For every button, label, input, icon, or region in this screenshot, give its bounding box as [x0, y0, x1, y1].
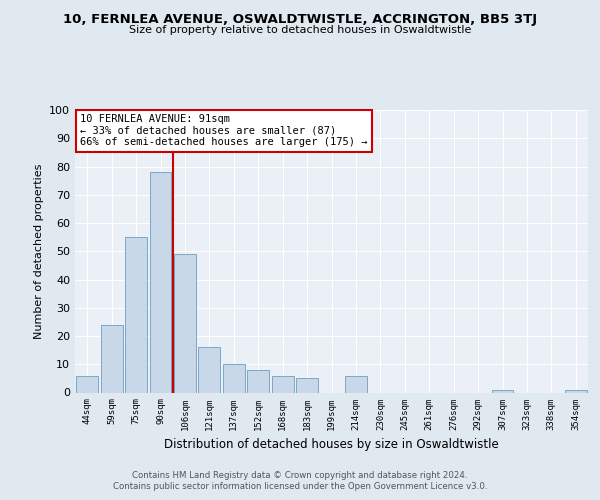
Bar [272, 376, 293, 392]
Bar [345, 376, 367, 392]
Text: Contains public sector information licensed under the Open Government Licence v3: Contains public sector information licen… [113, 482, 487, 491]
Text: 10 FERNLEA AVENUE: 91sqm
← 33% of detached houses are smaller (87)
66% of semi-d: 10 FERNLEA AVENUE: 91sqm ← 33% of detach… [80, 114, 368, 148]
Bar [101, 324, 122, 392]
Bar [174, 254, 196, 392]
Bar [149, 172, 172, 392]
Bar [565, 390, 587, 392]
X-axis label: Distribution of detached houses by size in Oswaldtwistle: Distribution of detached houses by size … [164, 438, 499, 451]
Bar [199, 348, 220, 393]
Bar [125, 237, 147, 392]
Bar [76, 376, 98, 392]
Text: 10, FERNLEA AVENUE, OSWALDTWISTLE, ACCRINGTON, BB5 3TJ: 10, FERNLEA AVENUE, OSWALDTWISTLE, ACCRI… [63, 12, 537, 26]
Bar [296, 378, 318, 392]
Bar [223, 364, 245, 392]
Bar [491, 390, 514, 392]
Text: Contains HM Land Registry data © Crown copyright and database right 2024.: Contains HM Land Registry data © Crown c… [132, 471, 468, 480]
Y-axis label: Number of detached properties: Number of detached properties [34, 164, 44, 339]
Bar [247, 370, 269, 392]
Text: Size of property relative to detached houses in Oswaldtwistle: Size of property relative to detached ho… [129, 25, 471, 35]
